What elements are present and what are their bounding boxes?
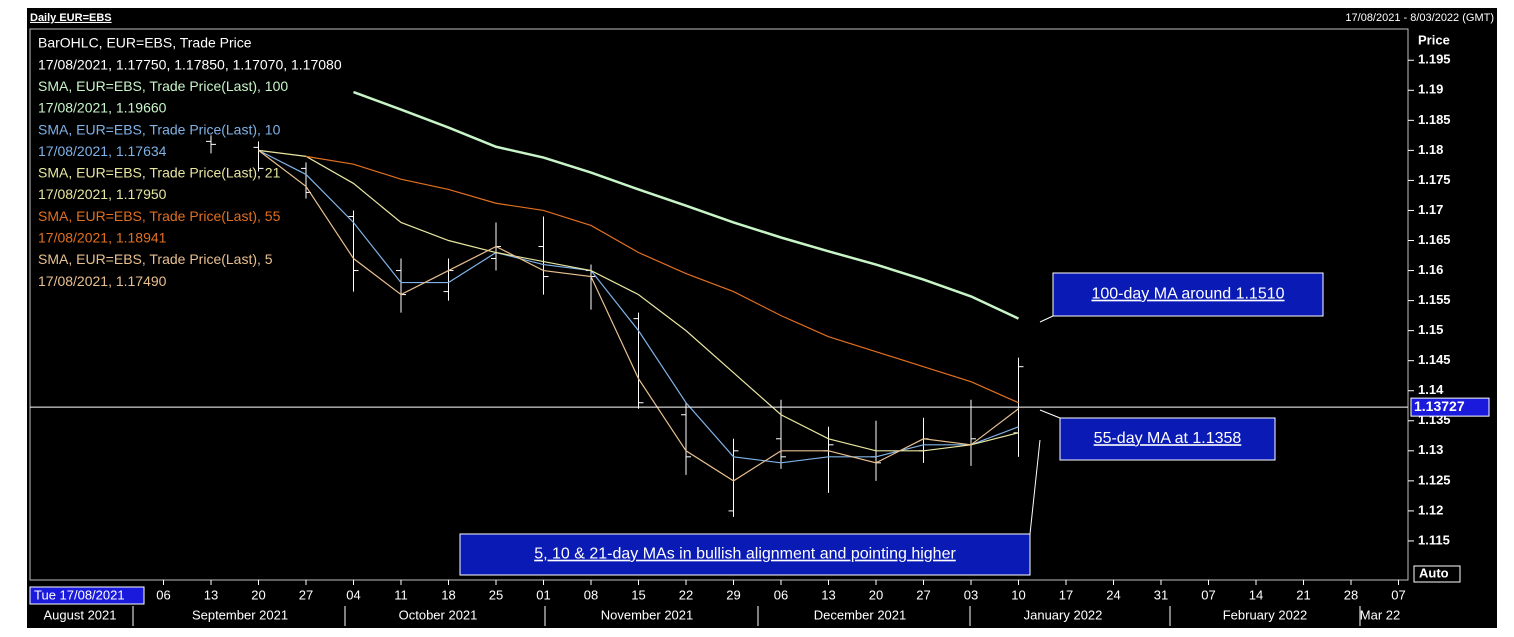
y-tick-label: 1.14 [1418, 382, 1444, 397]
x-tick-label: 01 [536, 587, 550, 602]
y-tick-label: 1.175 [1418, 172, 1451, 187]
legend-name: SMA, EUR=EBS, Trade Price(Last), 10 [38, 121, 281, 137]
y-tick-label: 1.195 [1418, 52, 1451, 67]
legend-name: SMA, EUR=EBS, Trade Price(Last), 5 [38, 251, 273, 267]
x-tick-label: 14 [1249, 587, 1263, 602]
y-tick-label: 1.165 [1418, 232, 1451, 247]
x-tick-label: 11 [394, 587, 408, 602]
y-tick-label: 1.12 [1418, 502, 1443, 517]
x-tick-label: 27 [916, 587, 930, 602]
x-tick-label: 20 [251, 587, 265, 602]
x-tick-label: 20 [869, 587, 883, 602]
y-tick-label: 1.19 [1418, 82, 1443, 97]
x-tick-label: 29 [726, 587, 740, 602]
month-label: January 2022 [1024, 607, 1103, 622]
month-label: October 2021 [399, 607, 478, 622]
x-tick-label: 31 [1154, 587, 1168, 602]
crosshair-label: 1.13727 [1414, 398, 1465, 414]
sma-line [258, 149, 1019, 482]
y-tick-label: 1.155 [1418, 292, 1451, 307]
x-tick-label: 22 [679, 587, 693, 602]
month-label: Mar 22 [1360, 607, 1400, 622]
annotation-text: 5, 10 & 21-day MAs in bullish alignment … [534, 546, 956, 563]
y-tick-label: 1.13 [1418, 442, 1443, 457]
plot-frame [29, 28, 1409, 581]
y-tick-label: 1.18 [1418, 142, 1443, 157]
y-tick-label: 1.15 [1418, 322, 1443, 337]
legend-name: BarOHLC, EUR=EBS, Trade Price [38, 35, 252, 51]
annotation-leader [1039, 315, 1054, 323]
x-tick-label: 10 [1011, 587, 1025, 602]
x-tick-label: 08 [584, 587, 598, 602]
x-tick-label: 04 [346, 587, 360, 602]
annotation-text: 100-day MA around 1.1510 [1091, 286, 1284, 303]
x-tick-label: 24 [1106, 587, 1120, 602]
cursor-date-box [29, 586, 145, 605]
sma-line [305, 155, 1019, 404]
annotation-leader [1029, 439, 1041, 535]
y-tick-label: 1.17 [1418, 202, 1443, 217]
x-tick-label: 13 [204, 587, 218, 602]
sma-line [258, 149, 1019, 452]
x-tick-label: 17 [1059, 587, 1073, 602]
legend-name: SMA, EUR=EBS, Trade Price(Last), 21 [38, 165, 281, 181]
month-label: December 2021 [814, 607, 907, 622]
date-range: 17/08/2021 - 8/03/2022 (GMT) [1345, 12, 1494, 24]
annotation-box [459, 533, 1031, 576]
y-axis-label: Price [1418, 32, 1450, 47]
x-tick-label: 25 [489, 587, 503, 602]
x-tick-label: 21 [1296, 587, 1310, 602]
month-label: November 2021 [601, 607, 694, 622]
month-label: August 2021 [43, 607, 116, 622]
legend-info: 17/08/2021, 1.18941 [38, 230, 167, 246]
auto-button-label[interactable]: Auto [1419, 565, 1449, 580]
x-tick-label: 06 [774, 587, 788, 602]
x-tick-label: 27 [299, 587, 313, 602]
legend-info: 17/08/2021, 1.17490 [38, 273, 167, 289]
x-tick-label: 18 [441, 587, 455, 602]
y-tick-label: 1.145 [1418, 352, 1451, 367]
sma-line [353, 90, 1020, 320]
legend-info: 17/08/2021, 1.17750, 1.17850, 1.17070, 1… [38, 56, 342, 72]
legend-info: 17/08/2021, 1.19660 [38, 100, 167, 116]
legend-info: 17/08/2021, 1.17634 [38, 143, 167, 159]
x-tick-label: 06 [156, 587, 170, 602]
cursor-date: Tue 17/08/2021 [34, 587, 125, 602]
panel [27, 8, 1497, 628]
legend-name: SMA, EUR=EBS, Trade Price(Last), 100 [38, 78, 288, 94]
annotation-box [1059, 417, 1276, 461]
legend-name: SMA, EUR=EBS, Trade Price(Last), 55 [38, 208, 281, 224]
annotation-box [1052, 272, 1324, 317]
month-label: September 2021 [192, 607, 288, 622]
x-tick-label: 15 [631, 587, 645, 602]
y-tick-label: 1.125 [1418, 472, 1451, 487]
month-label: February 2022 [1223, 607, 1308, 622]
annotation-leader [1039, 409, 1061, 419]
annotation-text: 55-day MA at 1.1358 [1094, 430, 1242, 447]
legend-info: 17/08/2021, 1.17950 [38, 186, 167, 202]
x-tick-label: 28 [1344, 587, 1358, 602]
x-tick-label: 07 [1201, 587, 1215, 602]
auto-button[interactable] [1413, 565, 1461, 583]
y-tick-label: 1.16 [1418, 262, 1443, 277]
y-tick-label: 1.185 [1418, 112, 1451, 127]
crosshair-box [1410, 397, 1490, 417]
x-tick-label: 03 [964, 587, 978, 602]
x-tick-label: 07 [1391, 587, 1405, 602]
chart-title: Daily EUR=EBS [30, 12, 112, 24]
sma-line [258, 149, 1019, 464]
x-tick-label: 13 [821, 587, 835, 602]
y-tick-label: 1.115 [1418, 532, 1450, 547]
